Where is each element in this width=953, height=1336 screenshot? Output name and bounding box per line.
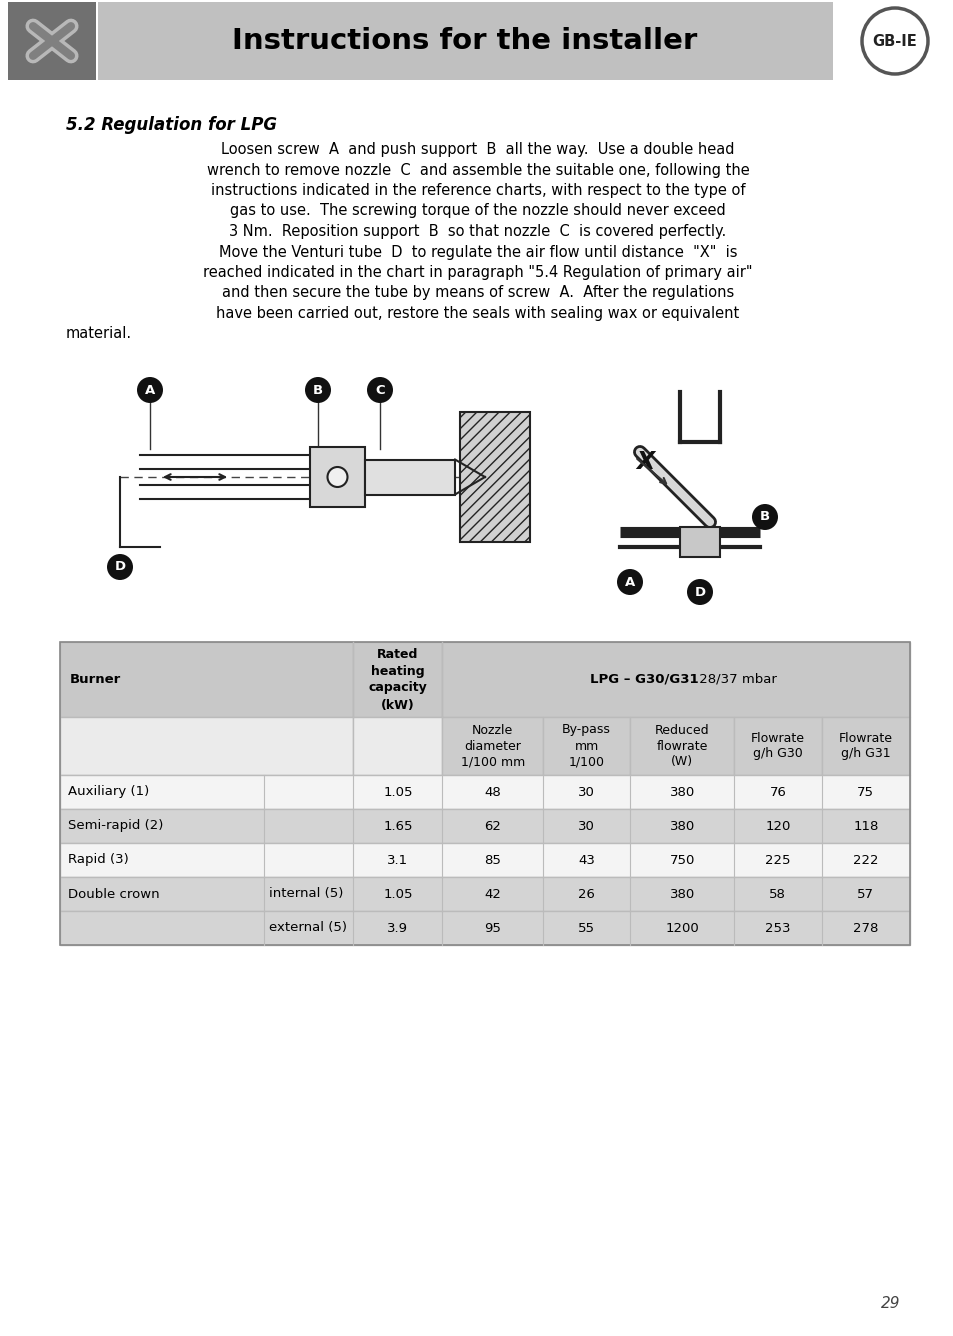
Text: Flowrate
g/h G31: Flowrate g/h G31	[838, 732, 892, 760]
Text: 43: 43	[578, 854, 595, 867]
Bar	[60, 775, 909, 810]
Text: 3.9: 3.9	[387, 922, 408, 934]
Text: 120: 120	[764, 819, 790, 832]
Text: 3.1: 3.1	[387, 854, 408, 867]
Text: 62: 62	[484, 819, 500, 832]
Text: A: A	[145, 383, 155, 397]
Text: 1.05: 1.05	[383, 887, 413, 900]
Text: 225: 225	[764, 854, 790, 867]
Text: Move the Venturi tube  D  to regulate the air flow until distance  "X"  is: Move the Venturi tube D to regulate the …	[218, 244, 737, 259]
Text: Double crown: Double crown	[68, 887, 159, 900]
Text: material.: material.	[66, 326, 132, 342]
Circle shape	[751, 504, 778, 530]
Text: 76: 76	[768, 786, 785, 799]
Text: 55: 55	[578, 922, 595, 934]
Circle shape	[686, 578, 712, 605]
Text: 29: 29	[880, 1296, 899, 1311]
Bar	[60, 643, 909, 945]
Text: 222: 222	[852, 854, 878, 867]
Text: gas to use.  The screwing torque of the nozzle should never exceed: gas to use. The screwing torque of the n…	[230, 203, 725, 219]
Text: D: D	[694, 585, 705, 599]
Text: X: X	[636, 450, 654, 474]
Text: By-pass
mm
1/100: By-pass mm 1/100	[561, 724, 610, 768]
Bar	[821, 717, 909, 775]
Text: GB-IE: GB-IE	[872, 33, 917, 48]
Text: Nozzle
diameter
1/100 mm: Nozzle diameter 1/100 mm	[460, 724, 524, 768]
Circle shape	[327, 468, 347, 488]
Bar	[60, 643, 353, 717]
Circle shape	[617, 569, 642, 595]
Text: Rated
heating
capacity
(kW): Rated heating capacity (kW)	[368, 648, 427, 712]
Circle shape	[367, 377, 393, 403]
Text: Instructions for the installer: Instructions for the installer	[233, 27, 697, 55]
Text: 253: 253	[764, 922, 790, 934]
Text: 85: 85	[484, 854, 500, 867]
Text: 48: 48	[484, 786, 500, 799]
Bar	[60, 843, 909, 876]
Text: wrench to remove nozzle  C  and assemble the suitable one, following the: wrench to remove nozzle C and assemble t…	[207, 163, 749, 178]
Bar	[630, 717, 733, 775]
Text: 118: 118	[852, 819, 878, 832]
Text: 5.2 Regulation for LPG: 5.2 Regulation for LPG	[66, 116, 276, 134]
Text: B: B	[760, 510, 769, 524]
Text: reached indicated in the chart in paragraph "5.4 Regulation of primary air": reached indicated in the chart in paragr…	[203, 265, 752, 281]
Bar	[353, 643, 442, 717]
Circle shape	[305, 377, 331, 403]
Text: Burner: Burner	[70, 673, 121, 685]
Text: and then secure the tube by means of screw  A.  After the regulations: and then secure the tube by means of scr…	[222, 286, 734, 301]
Text: Reduced
flowrate
(W): Reduced flowrate (W)	[654, 724, 709, 768]
Text: 26: 26	[578, 887, 595, 900]
Text: A: A	[624, 576, 635, 588]
Text: 1.65: 1.65	[383, 819, 413, 832]
Text: 1200: 1200	[664, 922, 699, 934]
Bar	[60, 717, 353, 775]
Text: 28/37 mbar: 28/37 mbar	[695, 673, 777, 685]
Text: 58: 58	[768, 887, 785, 900]
Text: Auxiliary (1): Auxiliary (1)	[68, 786, 149, 799]
Text: internal (5): internal (5)	[269, 887, 343, 900]
Text: 750: 750	[669, 854, 694, 867]
Circle shape	[107, 554, 132, 580]
Text: D: D	[114, 561, 126, 573]
Text: Rapid (3): Rapid (3)	[68, 854, 129, 867]
Text: 3 Nm.  Reposition support  B  so that nozzle  C  is covered perfectly.: 3 Nm. Reposition support B so that nozzl…	[229, 224, 726, 239]
Circle shape	[862, 8, 927, 73]
Text: 380: 380	[669, 819, 694, 832]
Text: 1.05: 1.05	[383, 786, 413, 799]
Bar	[353, 717, 442, 775]
Bar	[60, 911, 909, 945]
Bar	[98, 1, 832, 80]
Text: have been carried out, restore the seals with sealing wax or equivalent: have been carried out, restore the seals…	[216, 306, 739, 321]
Bar	[733, 717, 821, 775]
Text: LPG – G30/G31: LPG – G30/G31	[589, 673, 698, 685]
Bar	[542, 717, 630, 775]
Text: 57: 57	[857, 887, 873, 900]
Bar	[60, 810, 909, 843]
Text: 380: 380	[669, 887, 694, 900]
Bar	[310, 448, 365, 506]
Text: 75: 75	[857, 786, 873, 799]
Text: Loosen screw  A  and push support  B  all the way.  Use a double head: Loosen screw A and push support B all th…	[221, 142, 734, 158]
Circle shape	[137, 377, 163, 403]
Text: 278: 278	[852, 922, 878, 934]
Bar	[679, 526, 720, 557]
Text: B: B	[313, 383, 323, 397]
Text: Semi-rapid (2): Semi-rapid (2)	[68, 819, 163, 832]
Text: 95: 95	[484, 922, 500, 934]
Text: external (5): external (5)	[269, 922, 347, 934]
Bar	[8, 1, 96, 80]
Bar	[365, 460, 455, 494]
Text: 380: 380	[669, 786, 694, 799]
Text: C: C	[375, 383, 384, 397]
Text: 42: 42	[484, 887, 500, 900]
Bar	[459, 411, 530, 542]
Text: 30: 30	[578, 786, 595, 799]
Text: 30: 30	[578, 819, 595, 832]
Bar	[442, 643, 909, 717]
Text: Flowrate
g/h G30: Flowrate g/h G30	[750, 732, 804, 760]
Bar	[60, 876, 909, 911]
Bar	[442, 717, 542, 775]
Text: instructions indicated in the reference charts, with respect to the type of: instructions indicated in the reference …	[211, 183, 744, 198]
